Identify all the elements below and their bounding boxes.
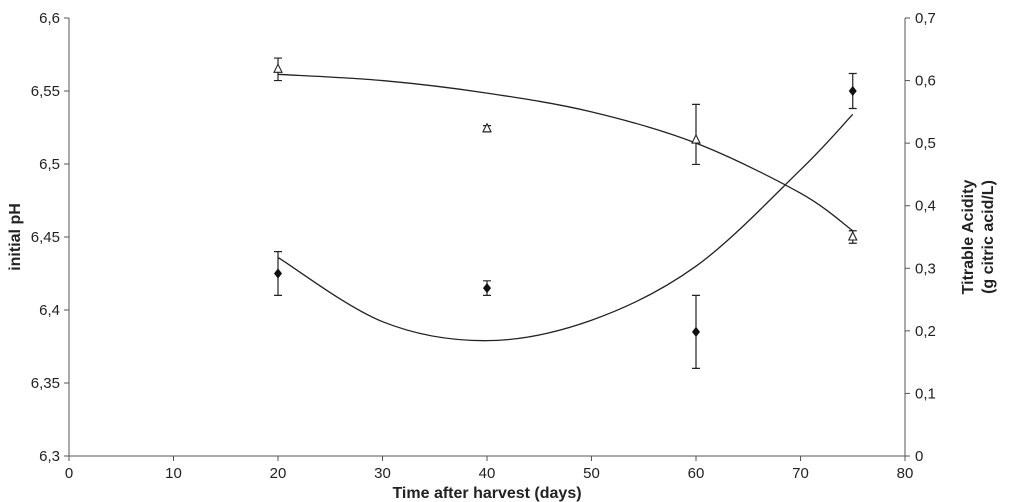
y2-tick-label: 0,6 [915,73,936,90]
y2-tick-label: 0,4 [915,198,936,215]
y2-ticks: 0 0,1 0,2 0,3 0,4 0,5 0,6 0,7 [905,10,936,465]
y-tick-label: 6,35 [31,375,60,392]
y-ticks: 6,3 6,35 6,4 6,45 6,5 6,55 6,6 [31,10,69,465]
data-point-diamond [275,269,282,278]
data-point-triangle [274,64,282,72]
y-tick-label: 6,3 [39,448,60,465]
y2-tick-label: 0,1 [915,385,936,402]
y2-axis-label-line2: (g citric acid/L) [980,180,997,294]
y-tick-label: 6,5 [39,156,60,173]
y2-axis-label-line1: Titrable Acidity [960,180,977,295]
y2-tick-label: 0 [915,448,923,465]
y-tick-label: 6,55 [31,83,60,100]
data-point-triangle [483,124,491,132]
x-tick-label: 20 [270,465,287,482]
data-point-diamond [693,327,700,336]
data-point-diamond [484,284,491,293]
y-tick-label: 6,6 [39,10,60,27]
x-tick-label: 70 [792,465,809,482]
y-axis-label: initial pH [7,203,24,271]
plot-area [69,18,905,456]
data-point-triangle [692,135,700,143]
error-bars [274,58,857,368]
y-tick-label: 6,4 [39,302,60,319]
y2-tick-label: 0,7 [915,10,936,27]
x-tick-label: 30 [374,465,391,482]
x-tick-label: 0 [65,465,73,482]
trend-lines [278,74,853,340]
x-tick-label: 40 [479,465,496,482]
data-point-triangle [849,232,857,240]
y-tick-label: 6,45 [31,229,60,246]
x-tick-label: 60 [688,465,705,482]
x-tick-label: 10 [165,465,182,482]
x-tick-label: 80 [897,465,914,482]
data-point-diamond [849,87,856,96]
y2-tick-label: 0,2 [915,323,936,340]
trend-line-series-2 [278,74,853,230]
x-axis-label: Time after harvest (days) [392,485,581,502]
y2-tick-label: 0,3 [915,260,936,277]
trend-line-series-1 [278,114,853,340]
x-tick-label: 50 [583,465,600,482]
x-ticks: 0 10 20 30 40 50 60 70 80 [65,456,914,482]
y2-tick-label: 0,5 [915,135,936,152]
